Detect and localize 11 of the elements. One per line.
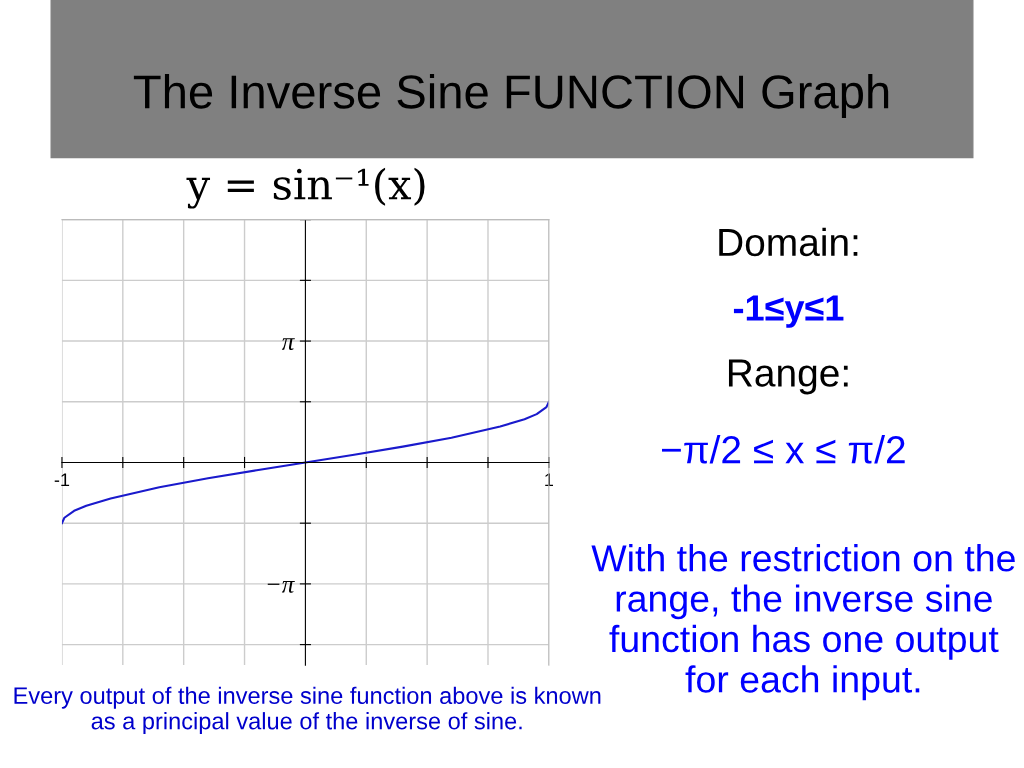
text: Range: <box>728 359 848 395</box>
text: -1≤y≤1 <box>733 295 844 328</box>
text: Every output of the inverse sine function above is known as a principal value of the inverse of sine. <box>14 686 601 735</box>
chart-subtitle: y = sin⁻¹(x) <box>186 167 425 209</box>
chart-title: The Inverse Sine FUNCTION Graph <box>133 73 889 119</box>
y-tick-label: −π <box>267 581 295 593</box>
y-tick-label: π <box>281 338 295 350</box>
x-tick-label: -1 <box>54 473 70 486</box>
text: −π/2 ≤ x ≤ π/2 <box>661 434 905 464</box>
text: Domain: <box>719 227 858 257</box>
x-tick-label: 1 <box>545 473 553 486</box>
